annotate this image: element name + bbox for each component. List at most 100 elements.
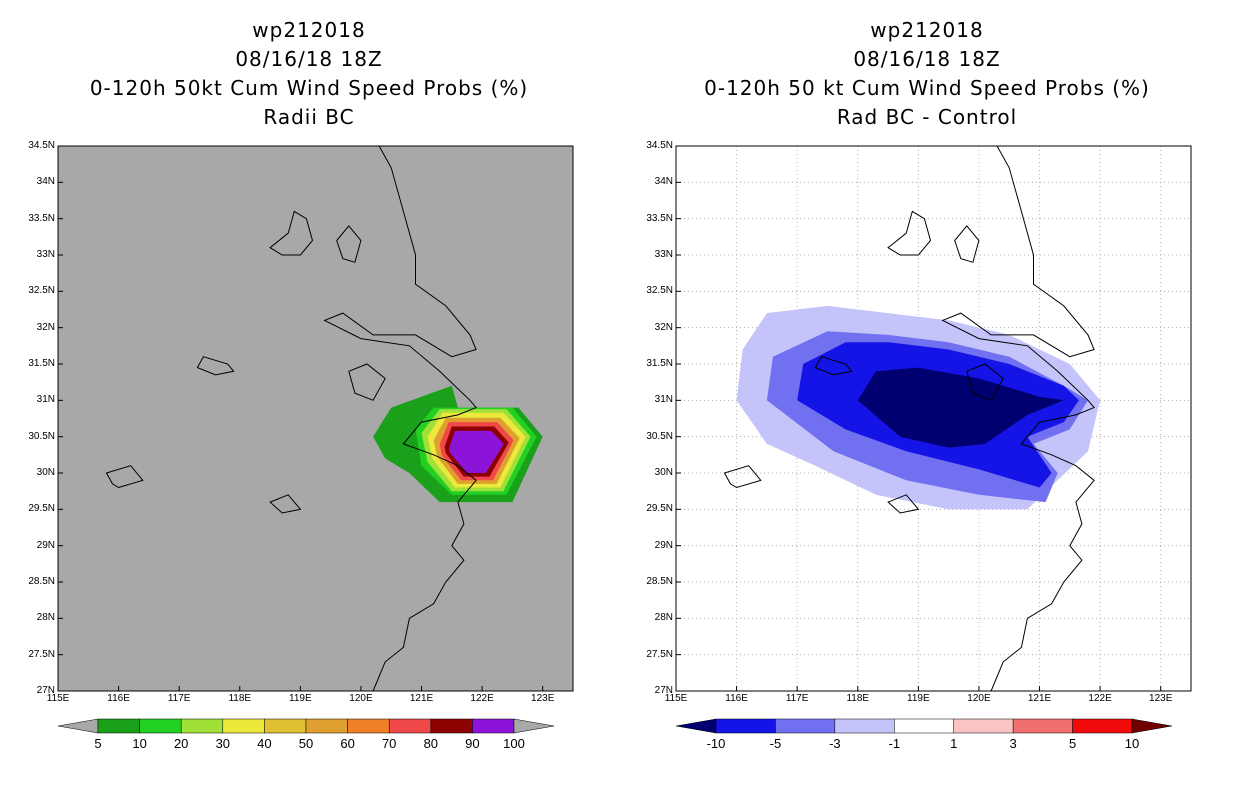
left-title-product: 0-120h 50kt Cum Wind Speed Probs (%) <box>89 76 529 100</box>
left-lake-outline <box>269 210 314 256</box>
right-lat-label: 34.5N <box>646 140 673 151</box>
right-coastlines <box>723 146 1095 691</box>
right-colorbar-swatch <box>1072 718 1133 734</box>
right-colorbar-label: 1 <box>950 736 958 751</box>
left-colorbar-label: 70 <box>381 736 397 751</box>
left-colorbar-arrow-left <box>57 718 99 734</box>
left-colorbar-label: 90 <box>465 736 480 751</box>
left-colorbar: 5 10 20 30 40 50 60 70 80 90 100 <box>57 718 555 758</box>
right-lon-labels: 115E 116E 117E 118E 119E 120E 121E 122E 123E <box>618 693 1236 707</box>
right-title-date: 08/16/18 18Z <box>853 47 1001 71</box>
left-lon-label: 119E <box>289 693 312 704</box>
left-lon-label: 120E <box>349 693 373 704</box>
right-lat-label: 33.5N <box>646 212 673 224</box>
right-title-block: wp212018 08/16/18 18Z 0-120h 50 kt Cum W… <box>618 16 1236 132</box>
right-lake-outline <box>723 465 762 489</box>
right-title-product: 0-120h 50 kt Cum Wind Speed Probs (%) <box>704 76 1150 100</box>
right-lon-label: 115E <box>664 693 688 704</box>
left-lat-label: 31.5N <box>28 358 55 369</box>
right-lat-label: 30.5N <box>646 430 673 442</box>
left-colorbar-label: 10 <box>132 736 147 751</box>
left-lon-label: 118E <box>228 693 252 704</box>
left-lat-label: 34.5N <box>28 140 55 151</box>
right-colorbar-label: -3 <box>829 736 841 751</box>
left-lon-label: 116E <box>107 693 130 704</box>
left-coastline <box>323 146 477 691</box>
right-panel: wp212018 08/16/18 18Z 0-120h 50 kt Cum W… <box>618 0 1236 800</box>
right-lat-label: 28N <box>654 612 673 624</box>
left-colorbar-swatch <box>222 718 265 734</box>
left-colorbar-swatch <box>180 718 224 734</box>
left-colorbar-swatch <box>430 718 473 734</box>
right-lon-label: 117E <box>785 693 809 704</box>
left-lon-label: 123E <box>531 693 555 704</box>
right-colorbar-swatch <box>775 718 836 734</box>
left-colorbar-swatch <box>347 718 390 734</box>
right-lat-label: 27N <box>654 685 673 696</box>
right-colorbar-arrow-right <box>1131 718 1173 734</box>
left-colorbar-swatch <box>97 718 140 734</box>
right-lon-label: 116E <box>725 693 748 704</box>
left-lat-label: 28.5N <box>28 576 55 587</box>
right-colorbar-label: -10 <box>706 736 726 751</box>
left-map <box>57 145 574 692</box>
right-lat-label: 30N <box>654 467 673 478</box>
left-lon-label: 121E <box>409 693 434 704</box>
right-lat-label: 32N <box>654 321 673 333</box>
left-colorbar-swatch <box>472 718 515 734</box>
right-lake-outline <box>814 356 853 376</box>
left-colorbar-label: 30 <box>215 736 231 751</box>
left-lon-label: 122E <box>470 693 494 704</box>
right-colorbar: -10 -5 -3 -1 1 3 5 10 <box>675 718 1173 758</box>
right-plot-frame <box>675 145 1192 692</box>
right-colorbar-bar <box>675 718 1173 734</box>
right-colorbar-label: 10 <box>1124 736 1140 751</box>
left-lake-outline <box>196 356 235 376</box>
left-colorbar-arrow-right <box>513 718 555 734</box>
right-lake-outline <box>966 363 1004 401</box>
right-lon-label: 122E <box>1088 693 1112 704</box>
right-lat-labels: 34.5N 34N 33.5N 33N 32.5N 32N 31.5N 31N 30.5N 30N… <box>618 0 673 800</box>
left-lat-label: 32.5N <box>28 285 55 297</box>
left-lat-label: 31N <box>36 394 55 406</box>
right-lon-label: 118E <box>846 693 870 704</box>
left-colorbar-swatch <box>388 718 432 734</box>
left-colorbar-label: 60 <box>340 736 355 751</box>
left-title-subtitle: Radii BC <box>263 105 355 129</box>
left-colorbar-swatch <box>305 718 348 734</box>
left-lat-label: 30N <box>36 467 55 478</box>
left-colorbar-label: 20 <box>173 736 189 751</box>
left-plot-frame <box>57 145 574 692</box>
left-lat-label: 28N <box>36 612 55 624</box>
left-coastlines <box>105 146 477 691</box>
right-lat-label: 31.5N <box>646 358 673 369</box>
right-lat-label: 31N <box>654 394 673 406</box>
right-lake-outline <box>887 494 920 514</box>
left-lake-outline <box>269 494 302 514</box>
right-colorbar-label: -5 <box>769 736 782 751</box>
left-colorbar-label: 80 <box>423 736 439 751</box>
right-colorbar-swatch <box>894 718 954 734</box>
left-lon-label: 117E <box>167 693 191 704</box>
left-lon-label: 115E <box>46 693 70 704</box>
left-colorbar-label: 5 <box>94 736 102 751</box>
right-colorbar-arrow-left <box>675 718 717 734</box>
left-colorbar-label: 50 <box>298 736 314 751</box>
left-lat-label: 29N <box>36 539 55 551</box>
right-title-storm: wp212018 <box>870 18 984 42</box>
left-colorbar-label: 100 <box>503 736 525 751</box>
left-lat-label: 34N <box>36 176 55 188</box>
left-lat-label: 29.5N <box>28 503 55 515</box>
left-lon-labels: 115E 116E 117E 118E 119E 120E 121E 122E 123E <box>0 693 618 707</box>
right-colorbar-label: 5 <box>1068 736 1077 751</box>
left-lat-label: 32N <box>36 321 55 333</box>
left-lat-label: 27.5N <box>28 648 55 660</box>
right-lat-label: 32.5N <box>646 285 673 297</box>
left-colorbar-swatch <box>139 718 182 734</box>
right-lat-label: 29.5N <box>646 503 673 515</box>
right-coastline <box>941 146 1095 691</box>
left-lake-outline <box>105 465 144 489</box>
left-lat-label: 33N <box>36 249 55 260</box>
right-lat-label: 33N <box>654 249 673 260</box>
